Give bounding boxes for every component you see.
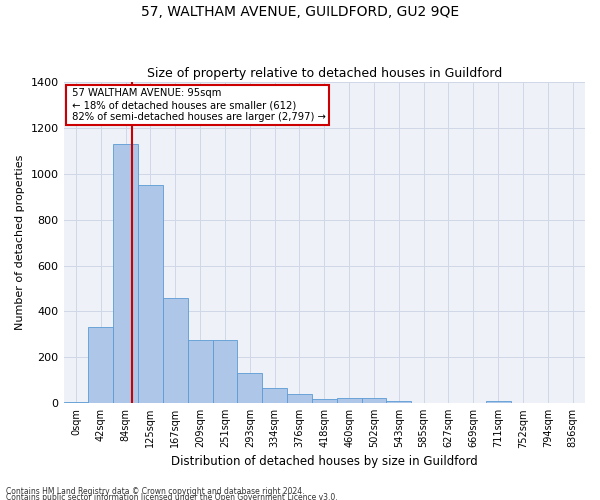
X-axis label: Distribution of detached houses by size in Guildford: Distribution of detached houses by size … — [171, 454, 478, 468]
Bar — [262, 388, 287, 403]
Bar — [337, 398, 362, 403]
Bar — [64, 402, 88, 403]
Bar — [88, 328, 113, 403]
Bar — [485, 401, 511, 403]
Bar — [188, 340, 212, 403]
Bar — [113, 144, 138, 403]
Bar — [238, 374, 262, 403]
Bar — [386, 401, 411, 403]
Bar — [212, 340, 238, 403]
Bar — [163, 298, 188, 403]
Text: 57, WALTHAM AVENUE, GUILDFORD, GU2 9QE: 57, WALTHAM AVENUE, GUILDFORD, GU2 9QE — [141, 5, 459, 19]
Title: Size of property relative to detached houses in Guildford: Size of property relative to detached ho… — [146, 66, 502, 80]
Bar — [362, 398, 386, 403]
Text: 57 WALTHAM AVENUE: 95sqm
 ← 18% of detached houses are smaller (612)
 82% of sem: 57 WALTHAM AVENUE: 95sqm ← 18% of detach… — [69, 88, 326, 122]
Bar — [138, 186, 163, 403]
Text: Contains HM Land Registry data © Crown copyright and database right 2024.: Contains HM Land Registry data © Crown c… — [6, 486, 305, 496]
Bar — [287, 394, 312, 403]
Y-axis label: Number of detached properties: Number of detached properties — [15, 155, 25, 330]
Text: Contains public sector information licensed under the Open Government Licence v3: Contains public sector information licen… — [6, 492, 338, 500]
Bar — [312, 398, 337, 403]
